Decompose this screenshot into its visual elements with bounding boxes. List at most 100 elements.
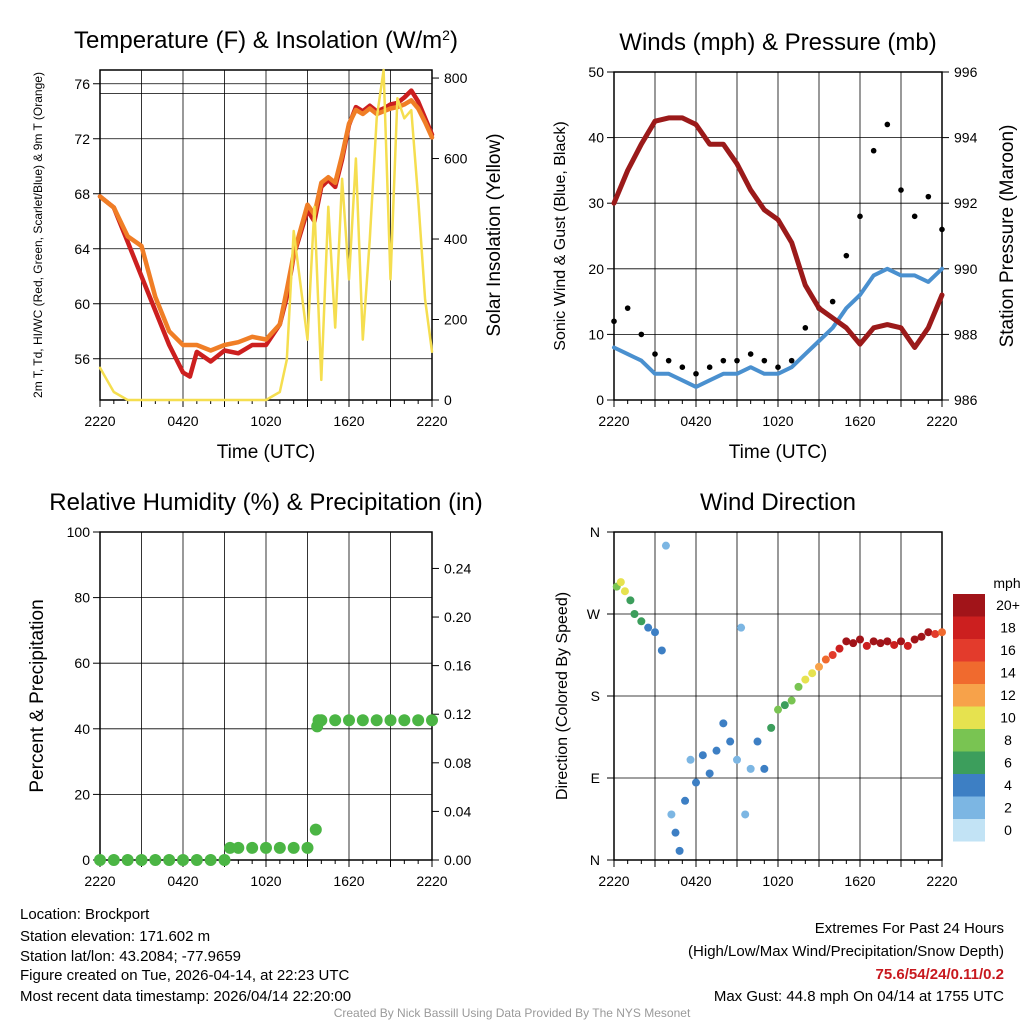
series-gust-point bbox=[665, 357, 672, 364]
wind-xlabel: Time (UTC) bbox=[729, 442, 828, 463]
x-tick-label: 1620 bbox=[333, 873, 364, 889]
wind-tick-label: 20 bbox=[588, 261, 604, 277]
direction-point bbox=[801, 675, 810, 684]
direction-point bbox=[794, 682, 803, 691]
title-superscript: 2 bbox=[442, 27, 450, 43]
insolation-tick-label: 200 bbox=[444, 312, 468, 328]
direction-point bbox=[667, 810, 676, 819]
direction-point bbox=[835, 644, 844, 653]
direction-point bbox=[741, 810, 750, 819]
precip-point bbox=[356, 714, 369, 727]
precip-point bbox=[398, 714, 411, 727]
series-gust-point bbox=[911, 213, 918, 220]
direction-point bbox=[890, 640, 899, 649]
direction-point bbox=[671, 828, 680, 837]
x-tick-label: 1020 bbox=[250, 873, 281, 889]
colorbar-label: 6 bbox=[1004, 755, 1012, 771]
direction-point bbox=[719, 719, 728, 728]
colorbar-swatch bbox=[953, 684, 985, 707]
direction-point bbox=[746, 764, 755, 773]
series-gust-point bbox=[679, 364, 686, 371]
colorbar-swatch bbox=[953, 819, 985, 842]
series-gust-point bbox=[624, 305, 631, 311]
max-gust: Max Gust: 44.8 mph On 04/14 at 1755 UTC bbox=[713, 988, 1004, 1005]
precip-point bbox=[260, 841, 272, 854]
colorbar-swatch bbox=[953, 796, 985, 819]
series-gust-point bbox=[652, 351, 658, 357]
series-gust-point bbox=[788, 357, 795, 364]
precip-tick-label: 0.20 bbox=[444, 609, 471, 625]
precip-point bbox=[94, 854, 106, 866]
precip-point bbox=[135, 854, 148, 866]
extremes-title: Extremes For Past 24 Hours bbox=[814, 920, 1004, 937]
series-gust-point bbox=[857, 213, 863, 220]
meteogram-figure: 2220 0420 1020 1620 222056606468727602004006… bbox=[27, 27, 1021, 889]
figure-created: Figure created on Tue, 2026-04-14, at 22… bbox=[20, 967, 350, 984]
temp-ylabel-left: 2m T, Td, HI/WC (Red, Green, Scarlet/Blu… bbox=[31, 72, 45, 398]
series-gust-point bbox=[734, 357, 740, 364]
colorbar-label: 4 bbox=[1004, 777, 1012, 793]
colorbar-label: 0 bbox=[1004, 822, 1012, 838]
colorbar-title: mph bbox=[993, 575, 1020, 591]
colorbar-swatch bbox=[953, 616, 985, 639]
wind-tick-label: 0 bbox=[596, 392, 604, 408]
direction-chart-title: Wind Direction bbox=[700, 489, 856, 516]
x-tick-label: 1020 bbox=[762, 873, 793, 889]
precip-point bbox=[301, 841, 314, 854]
station-location: Location: Brockport bbox=[20, 906, 150, 923]
colorbar-label: 14 bbox=[1000, 665, 1016, 681]
direction-point bbox=[626, 596, 635, 605]
direction-point bbox=[681, 796, 690, 805]
extremes-subtitle: (High/Low/Max Wind/Precipitation/Snow De… bbox=[688, 943, 1004, 960]
rh-ylabel: Percent & Precipitation bbox=[27, 599, 48, 792]
x-tick-label: 1620 bbox=[844, 873, 875, 889]
x-tick-label: 2220 bbox=[84, 873, 115, 889]
direction-point bbox=[842, 637, 851, 646]
direction-point bbox=[637, 617, 646, 626]
wind-ylabel-right: Station Pressure (Maroon) bbox=[997, 125, 1018, 348]
colorbar-label: 20+ bbox=[996, 597, 1020, 613]
precip-point bbox=[224, 841, 237, 854]
colorbar-label: 12 bbox=[1000, 687, 1016, 703]
temp-tick-label: 56 bbox=[74, 351, 90, 367]
temp-tick-label: 60 bbox=[74, 296, 90, 312]
precip-point bbox=[309, 823, 322, 836]
precip-tick-label: 0.04 bbox=[444, 803, 471, 819]
direction-point bbox=[787, 696, 796, 705]
colorbar-label: 18 bbox=[1000, 620, 1016, 636]
temp-xlabel: Time (UTC) bbox=[217, 442, 316, 463]
pressure-tick-label: 996 bbox=[954, 64, 978, 80]
direction-point bbox=[760, 764, 769, 773]
precip-point bbox=[343, 714, 355, 727]
wind-tick-label: 10 bbox=[588, 326, 604, 342]
pressure-tick-label: 986 bbox=[954, 392, 978, 408]
precip-point bbox=[412, 714, 425, 727]
colorbar-swatch bbox=[953, 661, 985, 684]
direction-point bbox=[698, 751, 707, 760]
wind-ylabel-left: Sonic Wind & Gust (Blue, Black) bbox=[552, 121, 569, 350]
precip-point bbox=[273, 841, 286, 854]
direction-point bbox=[774, 705, 782, 714]
precip-point bbox=[329, 714, 342, 727]
rh-tick-label: 40 bbox=[74, 721, 90, 737]
precip-point bbox=[370, 714, 383, 727]
direction-point bbox=[828, 651, 837, 659]
x-tick-label: 2220 bbox=[598, 413, 629, 429]
colorbar-swatch bbox=[953, 729, 985, 752]
direction-tick-label: N bbox=[590, 524, 600, 540]
x-tick-label: 0420 bbox=[167, 413, 198, 429]
precip-point bbox=[190, 854, 203, 866]
precip-tick-label: 0.08 bbox=[444, 755, 471, 771]
x-tick-label: 1020 bbox=[762, 413, 793, 429]
direction-ylabel: Direction (Colored By Speed) bbox=[554, 592, 571, 800]
precip-tick-label: 0.16 bbox=[444, 658, 471, 674]
pressure-tick-label: 990 bbox=[954, 261, 978, 277]
x-tick-label: 2220 bbox=[598, 873, 629, 889]
direction-point bbox=[644, 623, 653, 632]
series-2m-temperature bbox=[97, 88, 435, 379]
wind-chart-title: Winds (mph) & Pressure (mb) bbox=[619, 29, 936, 56]
precip-point bbox=[218, 854, 231, 866]
direction-point bbox=[924, 628, 933, 637]
temp-chart-title: Temperature (F) & Insolation (W/m2) bbox=[74, 27, 458, 54]
colorbar-swatch bbox=[953, 774, 985, 797]
